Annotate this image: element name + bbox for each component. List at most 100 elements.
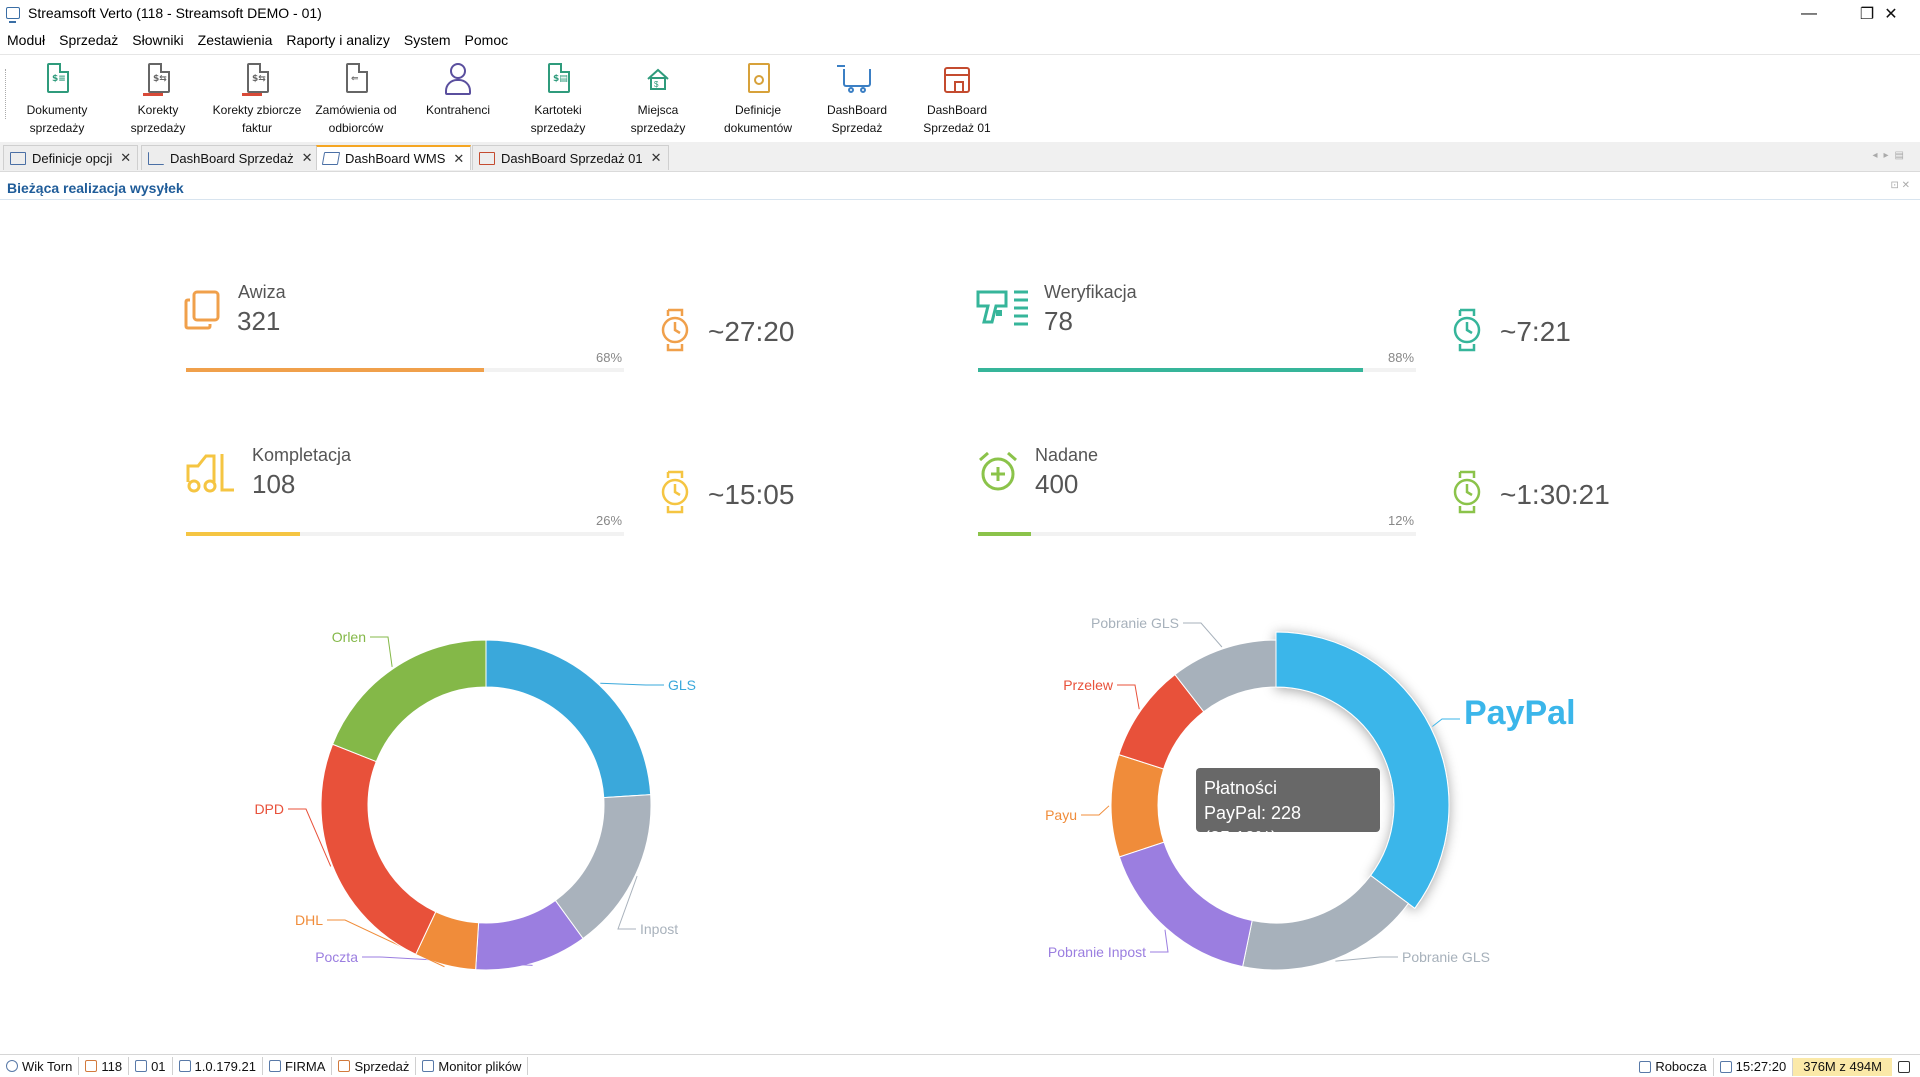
tooltip-text: PayPal: 228 (35.19%) [1204, 803, 1302, 848]
database-icon [1639, 1060, 1652, 1073]
slice-label: Pobranie Inpost [1048, 944, 1146, 960]
status-version-text: 1.0.179.21 [194, 1058, 256, 1074]
minimize-button[interactable]: — [1801, 5, 1817, 22]
user-icon [6, 1060, 18, 1072]
menu-pomoc[interactable]: Pomoc [464, 32, 509, 48]
slice-label: Orlen [332, 629, 366, 645]
tab-scroll-arrows-icon[interactable]: ◂▸▤ [1872, 150, 1910, 161]
close-button[interactable]: ✕ [1884, 6, 1898, 23]
donut-slice-dpd[interactable] [320, 743, 437, 955]
panel-divider [0, 199, 1920, 200]
cart-icon [148, 151, 164, 165]
kpi-time: ~15:05 [708, 479, 795, 510]
status-user[interactable]: Wik Torn [0, 1057, 80, 1075]
progress-fill [978, 532, 1031, 536]
donut-slice-pobranie-inpost[interactable] [1118, 841, 1253, 968]
cart-icon [837, 63, 874, 97]
kpi-time: ~7:21 [1500, 316, 1571, 347]
status-mode-text: Robocza [1655, 1059, 1707, 1074]
slice-label: Poczta [315, 949, 358, 965]
status-user-text: Wik Torn [22, 1058, 73, 1074]
ribbon-button-sales-points[interactable]: $ Miejsca sprzedaży [610, 59, 706, 139]
close-tab-icon[interactable]: ✕ [453, 150, 465, 166]
restore-button[interactable]: ❐ [1859, 6, 1875, 23]
toolbar-grip[interactable] [5, 69, 7, 119]
module-icon [338, 1060, 351, 1072]
menu-modul[interactable]: Moduł [7, 32, 46, 48]
status-firm-no[interactable]: 118 [79, 1057, 130, 1075]
sales-records-icon: $▤ [541, 63, 575, 97]
ribbon-button-customer-orders[interactable]: ⇐ Zamówienia od odbiorców [308, 59, 404, 139]
status-right: Robocza 15:27:20 376M z 494M [1633, 1055, 1920, 1077]
kpi-value: 108 [252, 469, 296, 499]
menu-slowniki[interactable]: Słowniki [132, 32, 184, 48]
menu-system[interactable]: System [403, 32, 451, 48]
kpi-percent: 68% [596, 350, 623, 365]
donut-slice-przelew[interactable] [1118, 673, 1205, 770]
donut-slice-orlen[interactable] [331, 639, 487, 763]
donut-slice-dhl[interactable] [415, 911, 480, 971]
label-connector [1081, 805, 1110, 816]
home-icon [268, 1060, 281, 1072]
documents-icon [184, 290, 220, 330]
ribbon-button-sales-records[interactable]: $▤ Kartoteki sprzedaży [510, 59, 606, 139]
menu-zestawienia[interactable]: Zestawienia [197, 32, 273, 48]
tab-definicje-opcji[interactable]: Definicje opcji ✕ [3, 145, 139, 170]
donut-slice-pobranie-gls[interactable] [1174, 639, 1277, 713]
ribbon-button-collective-corrections[interactable]: $⇆ Korekty zbiorcze faktur [209, 59, 305, 139]
donut-slice-pobranie-gls[interactable] [1242, 874, 1410, 971]
status-branch[interactable]: 01 [129, 1057, 173, 1075]
contractors-icon [441, 63, 475, 97]
watch-icon [661, 308, 689, 352]
title-bar: Streamsoft Verto (118 - Streamsoft DEMO … [0, 0, 1920, 26]
status-module-text: Sprzedaż [354, 1058, 410, 1074]
slice-label: Pobranie GLS [1091, 615, 1179, 631]
panel-pin-close-icon[interactable]: ⊡ ✕ [1890, 180, 1910, 191]
ribbon-button-dashboard-sales[interactable]: DashBoard Sprzedaż [809, 59, 905, 139]
close-tab-icon[interactable]: ✕ [650, 150, 662, 165]
table-icon [10, 151, 26, 165]
close-tab-icon[interactable]: ✕ [120, 150, 132, 165]
label-connector [327, 919, 445, 968]
tab-dashboard-sprzedaz[interactable]: DashBoard Sprzedaż ✕ [141, 145, 320, 170]
ribbon-button-sales-documents[interactable]: $≡ Dokumenty sprzedaży [9, 59, 105, 139]
ribbon-button-contractors[interactable]: Kontrahenci [410, 59, 506, 139]
garbage-collect-button[interactable] [1892, 1058, 1920, 1076]
kpi-value: 78 [1044, 306, 1073, 336]
status-mode[interactable]: Robocza [1633, 1057, 1714, 1076]
ribbon-label: DashBoard Sprzedaż [826, 103, 888, 135]
menu-sprzedaz[interactable]: Sprzedaż [59, 32, 119, 48]
slice-label: Inpost [640, 921, 678, 937]
donut-slice-inpost[interactable] [554, 794, 652, 940]
ribbon-label: Kontrahenci [425, 103, 491, 117]
kpi-time: ~1:30:21 [1500, 479, 1610, 510]
ribbon-button-document-definitions[interactable]: Definicje dokumentów [710, 59, 806, 139]
status-firm[interactable]: FIRMA [263, 1057, 333, 1075]
status-monitor[interactable]: Monitor plików [416, 1057, 529, 1075]
watch-icon [1453, 470, 1481, 514]
tab-dashboard-sprzedaz-01[interactable]: DashBoard Sprzedaż 01 ✕ [472, 145, 669, 170]
slice-label: Przelew [1063, 677, 1114, 693]
progress-fill [186, 532, 300, 536]
label-connector [1335, 956, 1398, 962]
progress-track [186, 532, 624, 536]
ribbon-label: DashBoard Sprzedaż 01 [923, 103, 991, 135]
status-time-text: 15:27:20 [1735, 1059, 1787, 1074]
trash-icon [1898, 1060, 1910, 1073]
ribbon-button-sales-corrections[interactable]: $⇆ Korekty sprzedaży [110, 59, 206, 139]
file-monitor-icon [422, 1060, 435, 1072]
donut-slice-payu[interactable] [1110, 753, 1165, 858]
close-tab-icon[interactable]: ✕ [301, 150, 313, 165]
branch-icon [135, 1060, 148, 1072]
status-version[interactable]: 1.0.179.21 [173, 1057, 263, 1075]
tab-dashboard-wms[interactable]: DashBoard WMS ✕ [316, 145, 472, 170]
ribbon-button-dashboard-sales-01[interactable]: DashBoard Sprzedaż 01 [909, 59, 1005, 139]
status-module[interactable]: Sprzedaż [332, 1057, 417, 1075]
donut-slice-poczta[interactable] [475, 899, 584, 971]
calendar-icon [1719, 1060, 1732, 1073]
tab-label: Definicje opcji [32, 150, 113, 166]
slice-label: DHL [295, 912, 323, 928]
menu-raporty[interactable]: Raporty i analizy [286, 32, 390, 48]
donut-slice-gls[interactable] [485, 639, 652, 799]
progress-fill [186, 368, 484, 372]
